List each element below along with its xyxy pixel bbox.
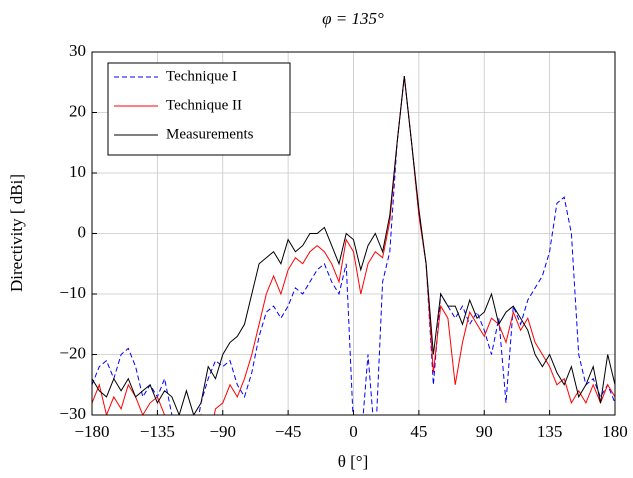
series-line xyxy=(92,76,615,415)
x-tick-label: −90 xyxy=(209,422,236,441)
plot-area xyxy=(92,76,615,415)
y-tick-label: 30 xyxy=(69,41,86,60)
legend-label: Technique I xyxy=(166,68,237,84)
x-tick-label: −135 xyxy=(140,422,175,441)
legend-label: Technique II xyxy=(166,97,242,113)
y-tick-label: −30 xyxy=(59,404,86,423)
legend-box xyxy=(107,62,291,156)
y-tick-label: −10 xyxy=(59,283,86,302)
y-tick-label: 0 xyxy=(78,222,87,241)
plot-frame xyxy=(91,51,616,416)
y-tick-label: −20 xyxy=(59,343,86,362)
chart-title: φ = 135° xyxy=(322,9,384,28)
x-tick-label: 180 xyxy=(602,422,628,441)
x-tick-label: 45 xyxy=(410,422,427,441)
series-line xyxy=(92,76,615,415)
x-tick-label: −45 xyxy=(275,422,302,441)
x-tick-label: 0 xyxy=(349,422,358,441)
series-line xyxy=(92,76,615,415)
x-tick-label: 135 xyxy=(537,422,563,441)
x-axis-label: θ [°] xyxy=(338,452,369,471)
y-tick-label: 10 xyxy=(69,162,86,181)
x-tick-label: −180 xyxy=(74,422,109,441)
y-tick-label: 20 xyxy=(69,101,86,120)
legend-label: Measurements xyxy=(166,126,254,142)
y-axis-label: Directivity [ dBi] xyxy=(7,174,26,292)
x-tick-label: 90 xyxy=(476,422,493,441)
